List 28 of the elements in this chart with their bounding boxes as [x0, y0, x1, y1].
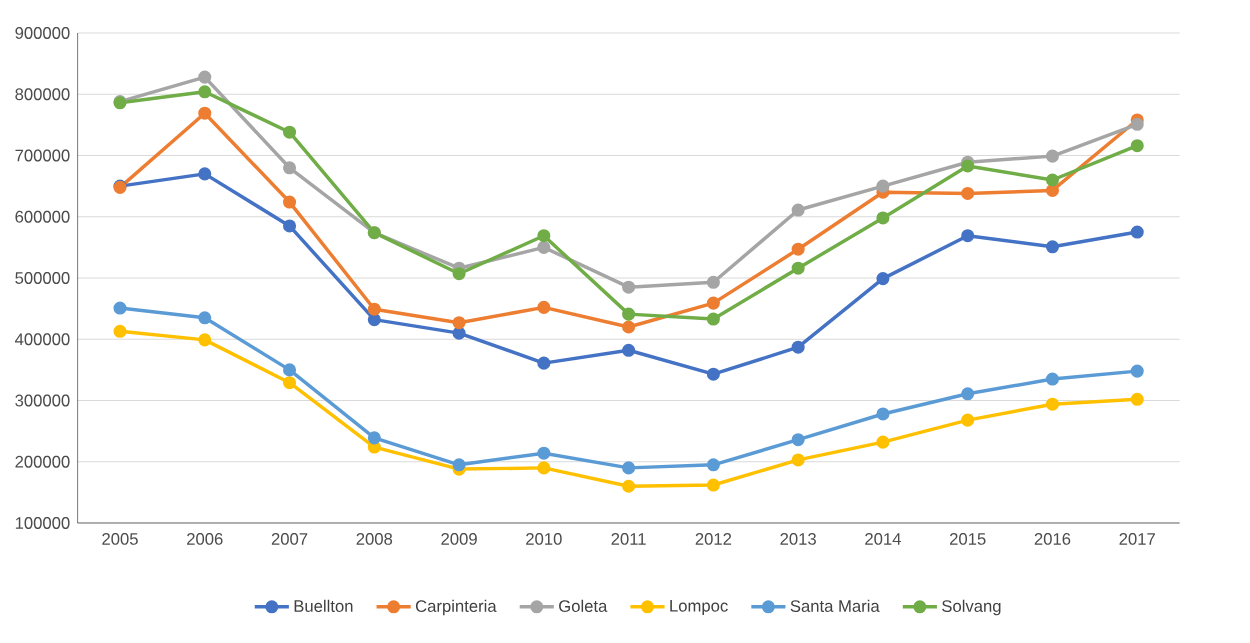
x-tick-label: 2011: [611, 533, 646, 545]
x-tick-label: 2014: [865, 533, 901, 545]
x-tick-label: 2017: [1119, 533, 1155, 545]
y-tick-label: 600000: [15, 210, 70, 223]
legend-label: Buellton: [294, 599, 353, 612]
x-tick-label: 2009: [441, 533, 477, 545]
x-tick-label: 2006: [187, 533, 223, 545]
x-tick-label: 2015: [950, 533, 986, 545]
y-tick-label: 200000: [15, 455, 70, 468]
x-tick-label: 2013: [780, 533, 816, 545]
y-tick-label: 100000: [15, 517, 70, 529]
x-tick-label: 2016: [1034, 533, 1071, 545]
legend-label: Lompoc: [670, 600, 728, 615]
legend-label: Carpinteria: [415, 599, 497, 616]
legend-label: Goleta: [559, 599, 608, 612]
legend-label: Solvang: [942, 599, 1001, 616]
y-tick-label: 300000: [15, 394, 70, 407]
y-tick-label: 500000: [15, 272, 70, 284]
x-tick-label: 2008: [356, 533, 393, 545]
y-tick-label: 900000: [15, 27, 70, 39]
y-tick-label: 800000: [15, 88, 70, 101]
x-tick-label: 2010: [526, 533, 562, 545]
x-tick-label: 2012: [695, 533, 732, 545]
x-tick-label: 2007: [271, 533, 308, 545]
y-tick-label: 700000: [15, 149, 70, 162]
y-tick-label: 400000: [15, 333, 70, 346]
x-tick-label: 2005: [102, 533, 138, 545]
legend-label: Santa Maria: [790, 599, 880, 612]
